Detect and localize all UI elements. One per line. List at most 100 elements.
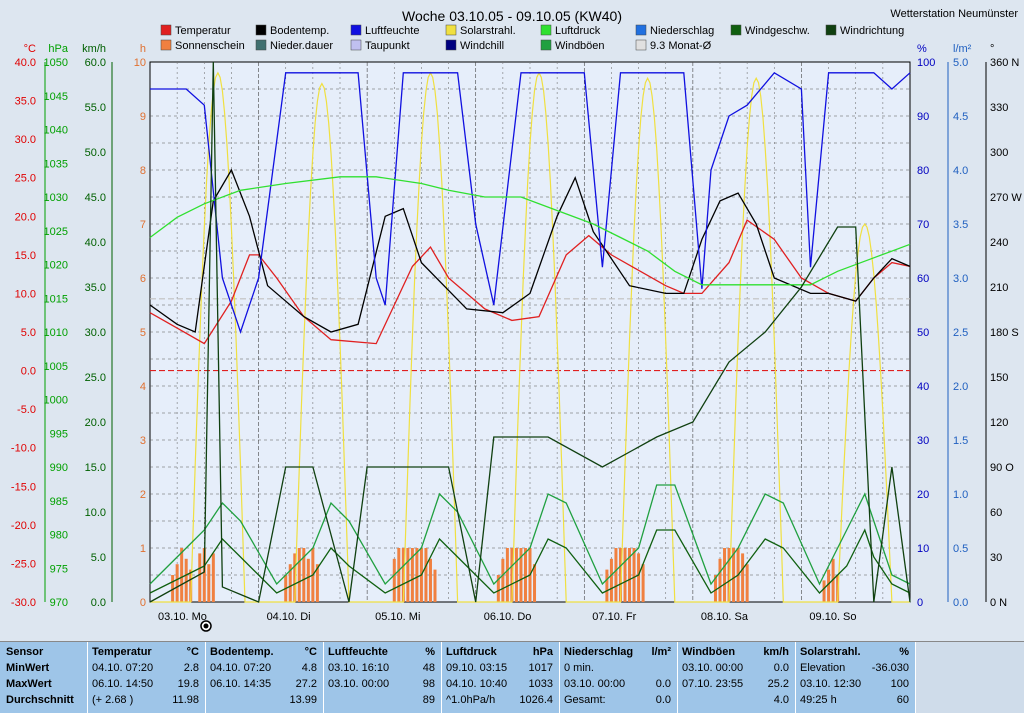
stats-cell-value: 4.0	[773, 694, 789, 706]
axis-unit-right: l/m²	[953, 43, 972, 55]
series-luftdruck-line	[149, 176, 911, 286]
sunshine-bar	[424, 548, 428, 602]
stats-column-unit: %	[899, 646, 909, 658]
x-tick-label: 09.10. So	[809, 611, 856, 623]
stats-column-name: Luftdruck	[446, 646, 497, 658]
axis-tick-right: 60	[917, 273, 929, 285]
x-tick-label: 07.10. Fr	[592, 611, 636, 623]
stats-cell-row: 03.10. 12:30 100	[796, 676, 915, 692]
series-windb-en-line	[149, 484, 911, 586]
axis-tick-right: 90	[917, 111, 929, 123]
sunshine-bar	[741, 553, 745, 602]
axis-tick-right: 70	[917, 219, 929, 231]
stats-cell-label: 03.10. 00:00	[564, 678, 626, 690]
stats-column-name: Niederschlag	[564, 646, 634, 658]
stats-cell-row: 09.10. 03:15 1017	[442, 660, 559, 676]
sunshine-bar	[198, 553, 202, 602]
series-bodentemp--line	[149, 168, 911, 333]
x-tick-label: 08.10. Sa	[701, 611, 749, 623]
axis-tick-left: 4	[140, 381, 146, 393]
legend-swatch	[160, 24, 172, 36]
stats-column: Niederschlag l/m² 0 min. 03.10. 00:00 0.0 Ges…	[560, 642, 678, 713]
sunshine-bar	[184, 558, 188, 602]
axis-unit-left: hPa	[48, 43, 68, 55]
sunshine-bar	[623, 548, 627, 602]
axis-unit-right: %	[917, 43, 927, 55]
axis-tick-right: 240	[990, 237, 1008, 249]
stats-cell-row: Gesamt: 0.0	[560, 692, 677, 708]
sunshine-bar	[727, 548, 731, 602]
sunshine-bar	[401, 548, 405, 602]
station-name: Wetterstation Neumünster	[890, 8, 1018, 20]
axis-tick-right: 0 N	[990, 597, 1007, 609]
stats-column-header: Windböen km/h	[678, 644, 795, 660]
stats-cell-value: 60	[896, 694, 909, 706]
sunshine-bar	[433, 569, 437, 602]
stats-column-unit: hPa	[532, 646, 553, 658]
axis-tick-left: 7	[140, 219, 146, 231]
legend-swatch	[445, 39, 457, 51]
stats-cell-label: 03.10. 00:00	[682, 662, 744, 674]
axis-tick-right: 50	[917, 327, 929, 339]
legend-swatch	[730, 24, 742, 36]
stats-cell-value: 11.98	[172, 694, 199, 706]
axis-tick-left: 15.0	[15, 250, 36, 262]
stats-cell-row: 49:25 h 60	[796, 692, 915, 708]
stats-column-header: Temperatur °C	[88, 644, 205, 660]
legend-label: Taupunkt	[365, 40, 410, 52]
legend-swatch	[160, 39, 172, 51]
axis-tick-left: 1005	[44, 361, 68, 373]
axis-tick-left: 1045	[44, 91, 68, 103]
axis-tick-left: 40.0	[15, 57, 36, 69]
axis-tick-right: 80	[917, 165, 929, 177]
axis-tick-right: 60	[990, 507, 1002, 519]
x-tick-label: 05.10. Mi	[375, 611, 420, 623]
stats-cell-value: 98	[422, 678, 435, 690]
axis-tick-right: 2.0	[953, 381, 968, 393]
axis-tick-right: 40	[917, 381, 929, 393]
stats-cell-label: Elevation	[800, 662, 846, 674]
stats-column-unit: km/h	[763, 646, 789, 658]
legend-label: Windgeschw.	[745, 25, 810, 37]
axis-unit-left: km/h	[82, 43, 106, 55]
sunshine-bar	[397, 548, 401, 602]
sunshine-bar	[175, 564, 179, 602]
legend-swatch	[255, 39, 267, 51]
axis-tick-left: -15.0	[11, 481, 36, 493]
axis-tick-right: 2.5	[953, 327, 968, 339]
stats-cell-value: -36.030	[871, 662, 909, 674]
sunshine-bar	[723, 548, 727, 602]
stats-row-label: Sensor	[6, 646, 44, 658]
axis-tick-left: 3	[140, 435, 146, 447]
axis-unit-left: h	[140, 43, 146, 55]
axis-tick-left: 20.0	[85, 417, 106, 429]
stats-cell-label: Gesamt:	[564, 694, 606, 706]
sunshine-bar	[618, 548, 622, 602]
axis-tick-right: 4.5	[953, 111, 968, 123]
axis-tick-right: 5.0	[953, 57, 968, 69]
sunshine-bar	[745, 564, 749, 602]
axis-tick-right: 330	[990, 102, 1008, 114]
legend-label: Windrichtung	[840, 25, 904, 37]
series-solar-line	[150, 71, 910, 603]
axis-tick-right: 30	[990, 552, 1002, 564]
stats-row-label: MinWert	[6, 662, 50, 674]
sunshine-bar	[822, 580, 826, 602]
stats-cell-value: 4.8	[301, 662, 317, 674]
stats-column-name: Windböen	[682, 646, 736, 658]
axis-tick-left: 60.0	[85, 57, 106, 69]
stats-cell-row: Elevation -36.030	[796, 660, 915, 676]
stats-column: Solarstrahl.% Elevation -36.030 03.10. 12:3…	[796, 642, 916, 713]
axis-tick-left: 1000	[44, 395, 68, 407]
axis-tick-left: 1015	[44, 293, 68, 305]
legend-label: Sonnenschein	[175, 40, 245, 52]
axis-tick-right: 360 N	[990, 57, 1019, 69]
axis-tick-right: 90 O	[990, 462, 1014, 474]
stats-label-row: MaxWert	[0, 676, 87, 692]
sunshine-bar	[718, 558, 722, 602]
axis-tick-left: 40.0	[85, 237, 106, 249]
axis-tick-left: -10.0	[11, 443, 36, 455]
axis-tick-right: 300	[990, 147, 1008, 159]
axis-tick-right: 0.0	[953, 597, 968, 609]
axis-tick-right: 3.5	[953, 219, 968, 231]
